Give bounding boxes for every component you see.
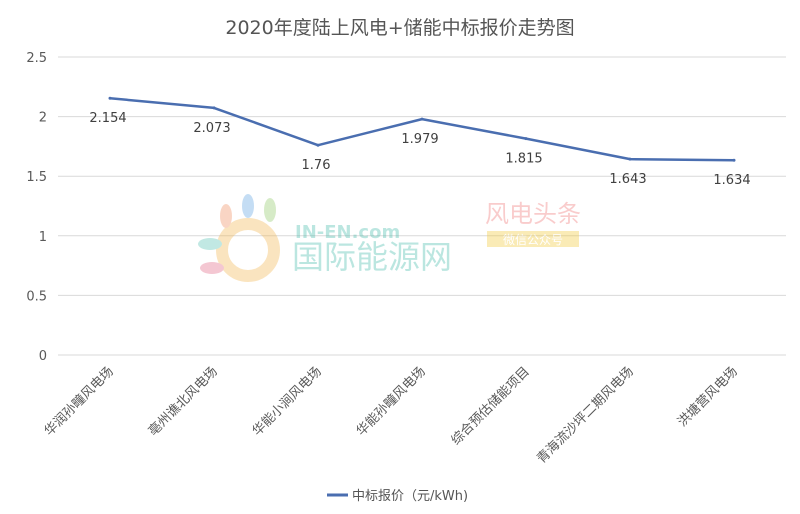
x-tick-label: 综合预估储能项目 (449, 364, 533, 448)
data-point (108, 96, 112, 100)
watermark-circle (216, 218, 280, 282)
watermark-brand: IN-EN.com (295, 222, 400, 243)
x-tick-label: 亳州谯北风电场 (145, 364, 221, 440)
legend-label: 中标报价（元/kWh) (352, 489, 468, 504)
data-label: 1.76 (302, 158, 331, 173)
data-label: 1.979 (401, 132, 438, 147)
chart-title: 2020年度陆上风电+储能中标报价走势图 (225, 17, 574, 39)
x-tick-label: 青海流沙坪二期风电场 (534, 364, 637, 467)
data-label: 1.643 (609, 172, 646, 187)
y-tick-label: 1.5 (26, 170, 47, 185)
data-point (524, 137, 528, 141)
data-label: 1.815 (505, 152, 542, 167)
watermark-petal (242, 194, 254, 218)
data-label: 1.634 (713, 173, 750, 188)
y-tick-label: 2.5 (26, 51, 47, 66)
x-tick-label: 华润孙疃风电场 (41, 364, 117, 440)
x-tick-label: 华能小涧风电场 (250, 364, 325, 439)
watermark-tag: 风电头条 (485, 200, 581, 228)
watermark-name: 国际能源网 (292, 238, 452, 276)
data-point (732, 158, 736, 162)
watermark-petal (198, 238, 222, 250)
data-point (212, 106, 216, 110)
y-tick-label: 1 (39, 230, 47, 245)
y-tick-label: 0.5 (26, 289, 47, 304)
watermark-petal (220, 204, 232, 228)
watermark-petal (264, 198, 276, 222)
x-tick-label: 华能孙疃风电场 (353, 364, 429, 440)
x-tick-label: 洪塘营风电场 (674, 364, 740, 430)
data-label: 2.073 (193, 121, 230, 136)
y-tick-label: 0 (39, 349, 47, 364)
data-point (420, 117, 424, 121)
data-label: 2.154 (89, 111, 126, 126)
watermark-petal (200, 262, 224, 274)
watermark-sub-bg (487, 231, 579, 247)
data-point (316, 143, 320, 147)
watermark-sub: 微信公众号 (503, 233, 563, 247)
y-tick-label: 2 (39, 111, 47, 126)
watermark-logo: IN-EN.com 国际能源网 风电头条 微信公众号 (198, 194, 581, 282)
legend: 中标报价（元/kWh) (327, 489, 468, 504)
data-point (628, 157, 632, 161)
